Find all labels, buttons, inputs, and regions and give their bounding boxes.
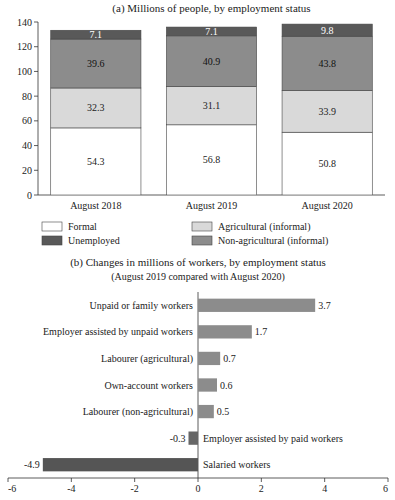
- data-label: 9.8: [321, 25, 334, 36]
- x-tick-label: August 2020: [301, 200, 352, 211]
- data-label: 31.1: [203, 100, 221, 111]
- bar: [43, 458, 198, 471]
- legend-swatch: [192, 222, 212, 231]
- x-tick-label: August 2018: [70, 200, 121, 211]
- bar-segment: [51, 128, 141, 195]
- data-label: 3.7: [318, 300, 331, 311]
- x-tick: [8, 478, 9, 482]
- data-label: 32.3: [87, 102, 105, 113]
- legend-swatch: [42, 222, 62, 231]
- y-axis: [38, 22, 39, 195]
- legend-label: Non-agricultural (informal): [218, 235, 328, 247]
- data-label: 0.6: [220, 380, 233, 391]
- x-tick-label: -2: [130, 483, 138, 494]
- x-tick: [198, 478, 199, 482]
- bar: [198, 325, 252, 338]
- data-label: 7.1: [90, 29, 103, 40]
- y-tick: [34, 195, 38, 196]
- category-label: Labourer (agricultural): [101, 353, 193, 365]
- bar: [198, 352, 220, 365]
- data-label: 1.7: [255, 326, 267, 337]
- y-tick-label: 20: [22, 165, 32, 176]
- category-label: Unpaid or family workers: [89, 300, 193, 311]
- y-tick: [34, 22, 38, 23]
- data-label: 0.7: [223, 353, 236, 364]
- x-tick-label: -4: [67, 483, 75, 494]
- y-tick-label: 0: [27, 190, 32, 201]
- category-label: Employer assisted by unpaid workers: [43, 326, 193, 337]
- bars: [51, 24, 373, 195]
- category-label: Own-account workers: [104, 380, 193, 391]
- bar-segment: [166, 36, 256, 87]
- data-label: 40.9: [203, 56, 221, 67]
- legend-label: Formal: [68, 221, 97, 232]
- bar-segment: [282, 36, 372, 90]
- bar-segment: [282, 24, 372, 36]
- x-tick: [134, 478, 135, 482]
- bar: [189, 432, 199, 445]
- data-label: 54.3: [87, 156, 105, 167]
- legend-label: Agricultural (informal): [218, 221, 310, 233]
- y-tick: [34, 71, 38, 72]
- subtitle: (August 2019 compared with August 2020): [111, 271, 285, 283]
- legend-swatch: [192, 236, 212, 245]
- data-label: 39.6: [87, 58, 105, 69]
- data-label: 33.9: [318, 106, 336, 117]
- y-tick-label: 40: [22, 140, 32, 151]
- legend-swatch: [42, 236, 62, 245]
- category-label: Employer assisted by paid workers: [203, 433, 343, 444]
- x-tick-label: August 2019: [186, 200, 237, 211]
- title: (a) Millions of people, by employment st…: [112, 2, 310, 15]
- data-labels: 54.3 32.3 39.6 7.1 56.8 31.1 40.9 7.1 50.8 33.9 43…: [87, 25, 336, 169]
- y-tick: [34, 145, 38, 146]
- bars: [43, 299, 315, 472]
- data-label: 43.8: [318, 58, 336, 69]
- category-label: Salaried workers: [203, 459, 271, 470]
- bar-segment: [51, 39, 141, 88]
- bar: [198, 405, 214, 418]
- bar-segment: [282, 90, 372, 132]
- y-tick-label: 60: [22, 115, 32, 126]
- y-tick: [34, 46, 38, 47]
- x-tick-label: -6: [8, 483, 16, 494]
- bar-segment: [166, 86, 256, 124]
- x-tick: [388, 478, 389, 482]
- data-label: 0.5: [217, 406, 230, 417]
- x-tick-label: 4: [322, 483, 327, 494]
- bar: [198, 378, 217, 391]
- title: (b) Changes in millions of workers, by e…: [70, 256, 326, 269]
- bar-segment: [166, 125, 256, 195]
- figure: (a) Millions of people, by employment st…: [0, 0, 395, 500]
- x-tick-label: 2: [259, 483, 264, 494]
- y-tick-label: 100: [17, 66, 32, 77]
- x-tick: [71, 478, 72, 482]
- data-label: -0.3: [170, 433, 186, 444]
- panel-b: (b) Changes in millions of workers, by e…: [8, 256, 388, 494]
- y-tick: [34, 120, 38, 121]
- x-tick-label: 6: [383, 483, 388, 494]
- data-label: -4.9: [24, 459, 40, 470]
- data-label: 50.8: [318, 158, 336, 169]
- labels: 3.7 Unpaid or family workers 1.7 Employer a…: [24, 300, 343, 470]
- y-tick-label: 80: [22, 91, 32, 102]
- panel-a: (a) Millions of people, by employment st…: [17, 2, 385, 247]
- data-label: 56.8: [203, 154, 221, 165]
- y-tick: [34, 170, 38, 171]
- legend: Formal Agricultural (informal) Non-agricul…: [42, 221, 328, 247]
- category-label: Labourer (non-agricultural): [83, 406, 193, 418]
- data-label: 7.1: [205, 26, 218, 37]
- y-tick-label: 120: [17, 41, 32, 52]
- bar-segment: [282, 132, 372, 195]
- x-tick-label: 0: [196, 483, 201, 494]
- x-tick: [324, 478, 325, 482]
- y-tick-label: 140: [17, 17, 32, 28]
- legend-label: Unemployed: [68, 235, 120, 246]
- bar: [198, 299, 315, 312]
- x-tick: [261, 478, 262, 482]
- y-tick: [34, 96, 38, 97]
- bar-segment: [51, 88, 141, 128]
